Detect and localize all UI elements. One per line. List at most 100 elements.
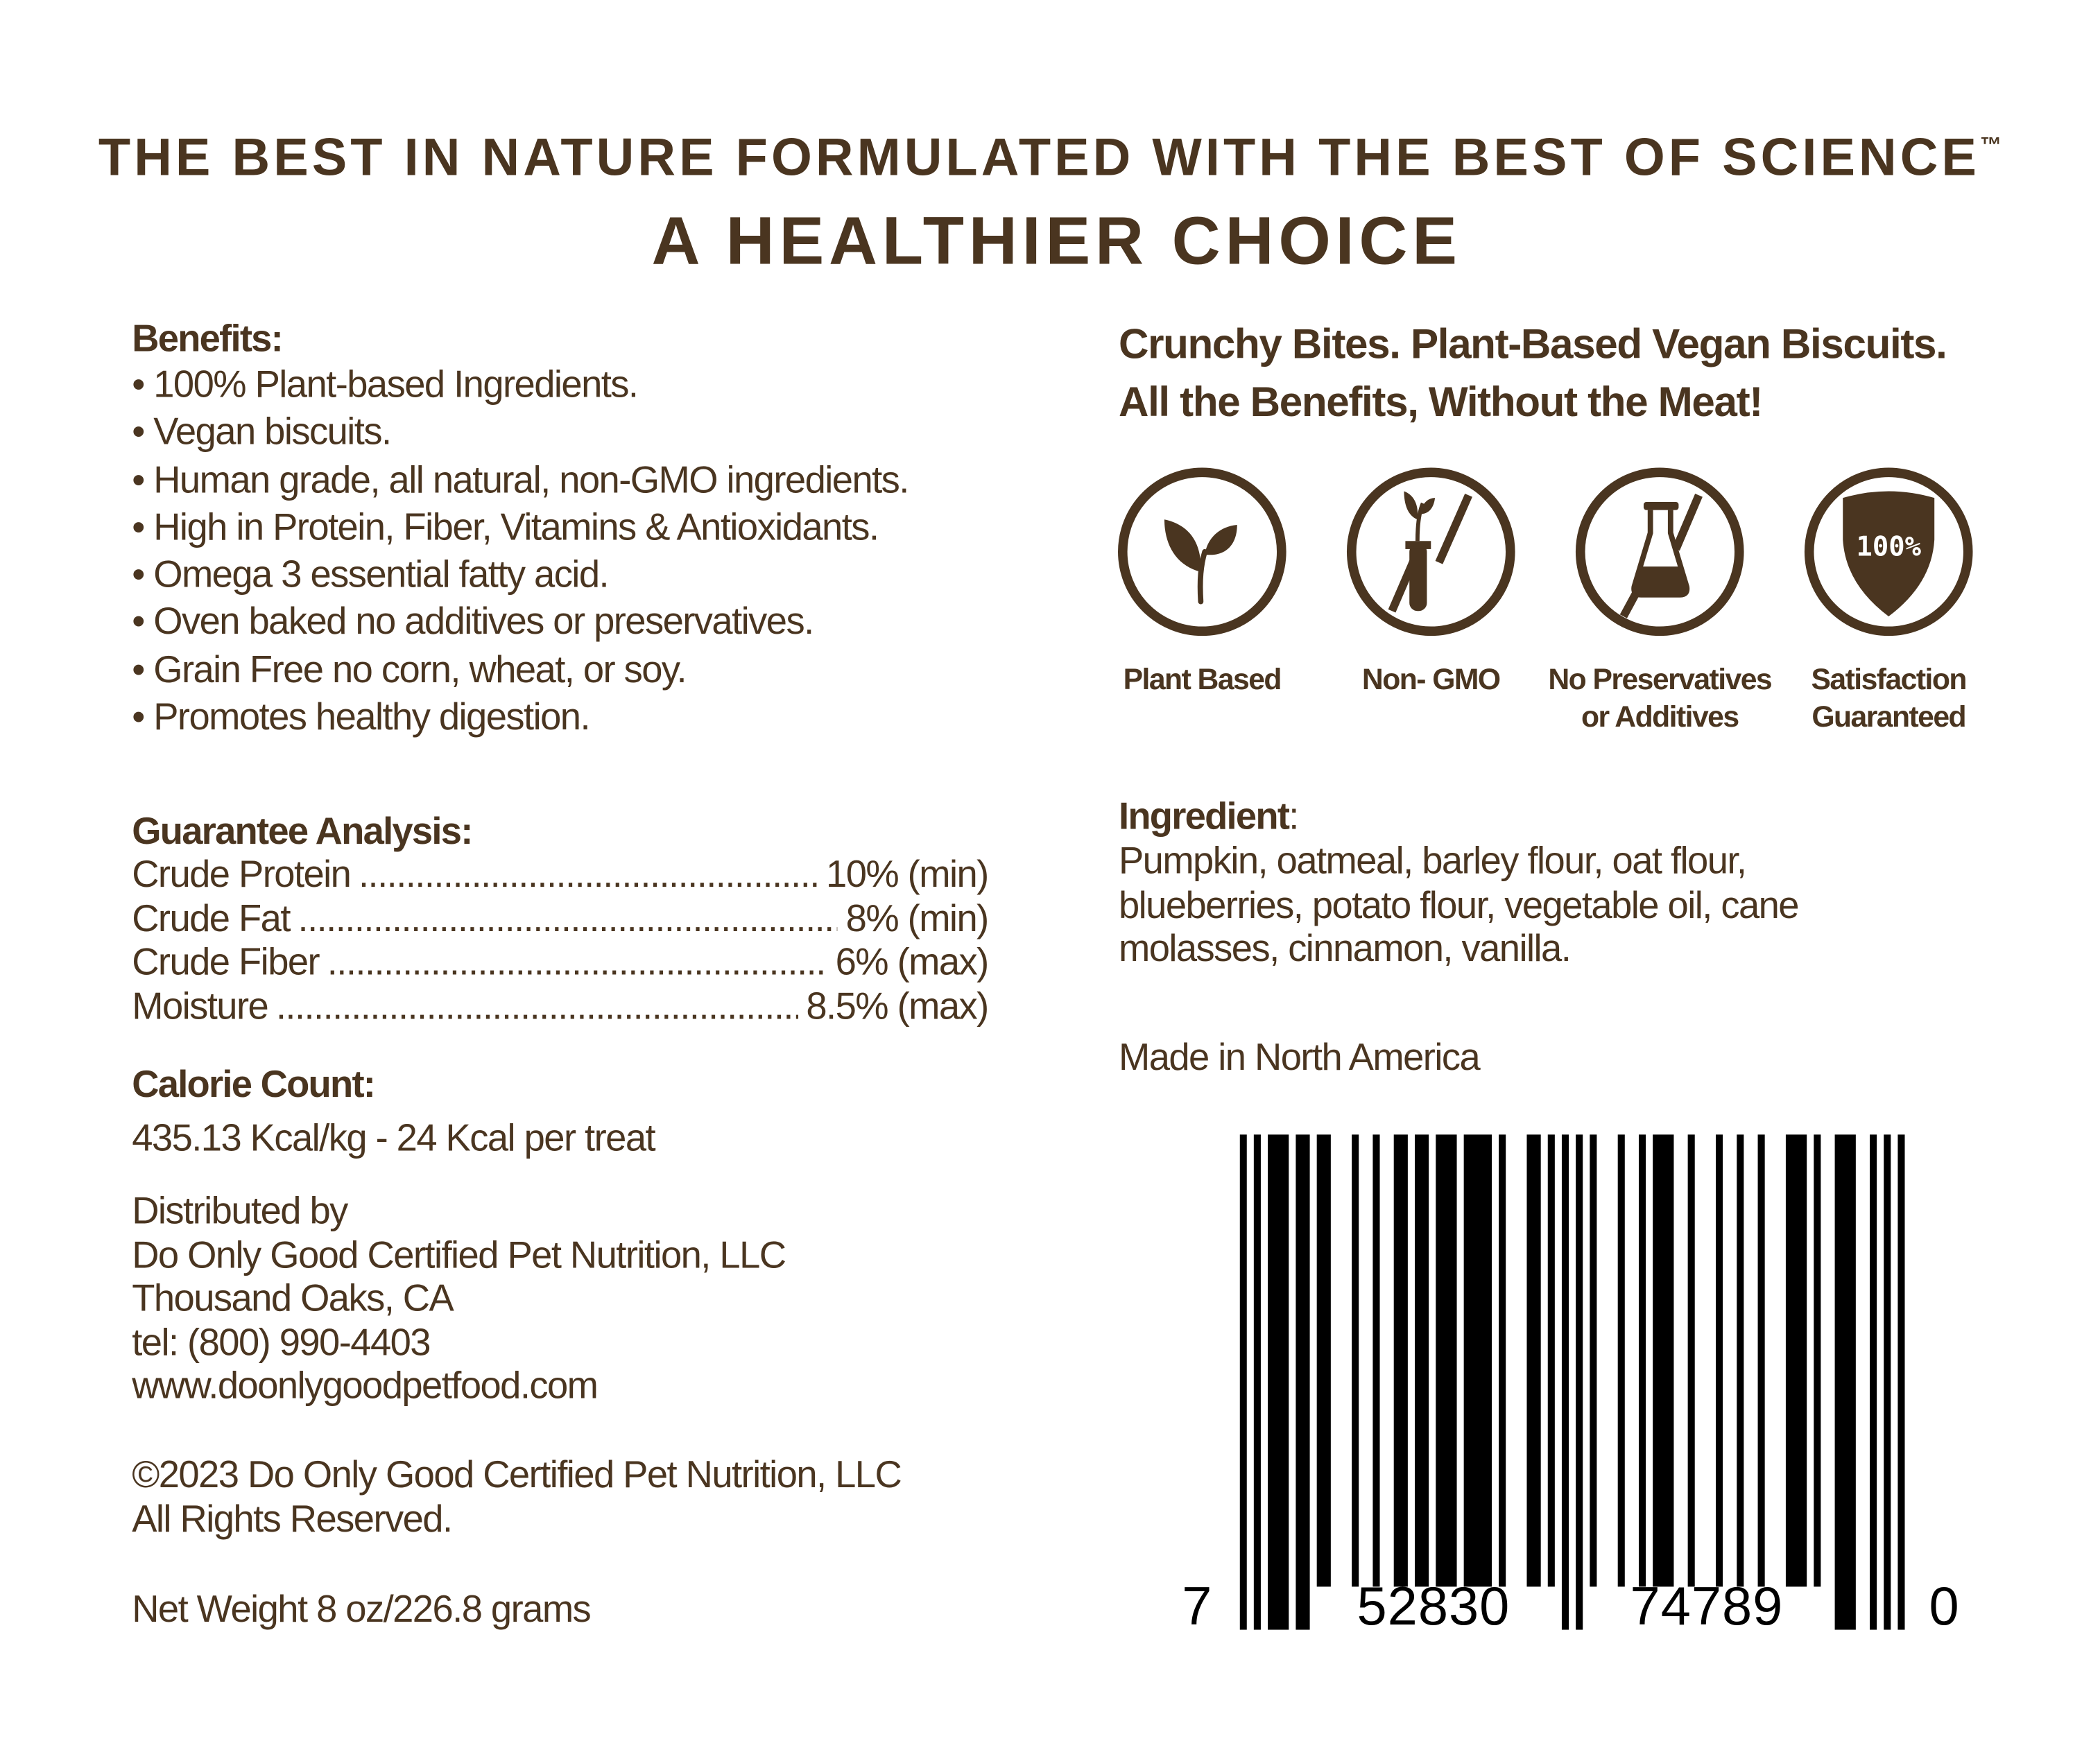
analysis-row: Crude Fat...............................… <box>132 896 990 941</box>
headline: A HEALTHIER CHOICE <box>651 203 1462 279</box>
barcode-bar <box>1590 1134 1597 1587</box>
shield-icon: 100% <box>1804 467 1973 636</box>
barcode-bar <box>1757 1134 1765 1587</box>
barcode-digit-first: 7 <box>1182 1577 1212 1637</box>
product-description: Crunchy Bites. Plant-Based Vegan Biscuit… <box>1119 315 1947 431</box>
badge-plant-based: Plant Based <box>1087 466 1316 699</box>
analysis-value: 8% (min) <box>845 896 990 939</box>
copyright-line: All Rights Reserved. <box>132 1497 453 1539</box>
distributor-label: Distributed by <box>132 1189 348 1232</box>
no-flask-icon <box>1575 467 1744 636</box>
benefit-item: • Grain Free no corn, wheat, or soy. <box>132 648 687 691</box>
barcode-digits-left: 52830 <box>1357 1577 1511 1637</box>
barcode-bar <box>1414 1134 1429 1587</box>
barcode-bar <box>1617 1134 1625 1587</box>
barcode-bar <box>1561 1134 1569 1630</box>
distributor-info: Distributed by Do Only Good Certified Pe… <box>132 1189 786 1408</box>
barcode-bar <box>1526 1134 1541 1587</box>
badge-no-preservatives: No Preservatives or Additives <box>1545 466 1774 736</box>
barcode-bar <box>1316 1134 1331 1587</box>
ingredients-line: blueberries, potato flour, vegetable oil… <box>1118 883 1800 926</box>
analysis-row: Crude Protein...........................… <box>132 853 989 897</box>
barcode-bar <box>1884 1134 1891 1630</box>
analysis-value: 10% (min) <box>826 853 989 895</box>
barcode-bar <box>1653 1134 1674 1587</box>
badge-label: No Preservatives <box>1548 661 1772 696</box>
sprout-icon <box>1118 467 1286 636</box>
barcode-bar <box>1268 1134 1289 1630</box>
barcode-bar <box>1576 1134 1583 1630</box>
barcode-bar <box>1737 1134 1744 1587</box>
barcode-digits-right: 74789 <box>1630 1577 1784 1637</box>
product-line-1: Crunchy Bites. Plant-Based Vegan Biscuit… <box>1118 320 1947 367</box>
benefit-item: • Oven baked no additives or preservativ… <box>132 600 814 643</box>
barcode-bar <box>1785 1134 1807 1587</box>
calorie-count: Calorie Count: 435.13 Kcal/kg - 24 Kcal … <box>132 1063 655 1161</box>
analysis-name: Moisture <box>132 984 269 1027</box>
badge-label: Satisfaction <box>1811 661 1967 696</box>
benefits-section: Benefits: • 100% Plant-based Ingredients… <box>132 318 909 740</box>
badge-label: Guaranteed <box>1811 700 1966 734</box>
ingredients-colon: : <box>1289 795 1299 838</box>
benefit-item: • 100% Plant-based Ingredients. <box>132 363 639 406</box>
copyright-line: ©2023 Do Only Good Certified Pet Nutriti… <box>132 1453 902 1496</box>
barcode-bar <box>1372 1134 1380 1587</box>
benefit-item: • Omega 3 essential fatty acid. <box>132 553 609 596</box>
analysis-row: Crude Fiber.............................… <box>132 940 990 985</box>
badge-satisfaction: 100% Satisfaction Guaranteed <box>1774 466 2003 736</box>
barcode-bar <box>1715 1134 1723 1587</box>
benefit-item: • High in Protein, Fiber, Vitamins & Ant… <box>132 505 879 548</box>
copyright: ©2023 Do Only Good Certified Pet Nutriti… <box>132 1453 902 1541</box>
badge-label: Non- GMO <box>1361 661 1501 696</box>
benefits-heading: Benefits: <box>132 318 284 360</box>
analysis-name: Crude Fat <box>132 896 291 939</box>
analysis-name: Crude Protein <box>132 853 352 895</box>
barcode-bar <box>1814 1134 1821 1587</box>
benefit-item: • Human grade, all natural, non-GMO ingr… <box>132 458 909 501</box>
barcode-bar <box>1547 1134 1555 1587</box>
barcode-bar <box>1239 1134 1247 1630</box>
benefit-item: • Vegan biscuits. <box>132 410 392 453</box>
upc-barcode <box>1239 1134 1905 1630</box>
barcode-bar <box>1253 1134 1261 1630</box>
badge-label: Plant Based <box>1123 661 1282 696</box>
ingredients-heading: Ingredient <box>1118 795 1290 838</box>
ingredients: Ingredient: Pumpkin, oatmeal, barley flo… <box>1118 794 1800 971</box>
badge-label: or Additives <box>1581 700 1739 734</box>
barcode-bar <box>1897 1134 1905 1630</box>
barcode-bar <box>1352 1134 1359 1587</box>
guarantee-analysis: Guarantee Analysis: Crude Protein.......… <box>132 810 990 1028</box>
barcode-bar <box>1296 1134 1310 1630</box>
distributor-name: Do Only Good Certified Pet Nutrition, LL… <box>132 1233 786 1276</box>
analysis-value: 6% (max) <box>835 940 990 982</box>
barcode-bar <box>1499 1134 1506 1587</box>
barcode-bar <box>1870 1134 1877 1630</box>
badge-non-gmo: Non- GMO <box>1316 466 1545 699</box>
no-gmo-test-tube-icon <box>1346 467 1515 636</box>
barcode-digit-last: 0 <box>1929 1577 1959 1637</box>
barcode-bar <box>1687 1134 1695 1587</box>
distributor-phone: tel: (800) 990-4403 <box>132 1321 431 1363</box>
barcode-bar <box>1834 1134 1856 1630</box>
analysis-value: 8.5% (max) <box>806 984 989 1027</box>
ingredients-line: Pumpkin, oatmeal, barley flour, oat flou… <box>1118 840 1747 882</box>
distributor-address: Thousand Oaks, CA <box>132 1277 454 1319</box>
barcode-bar <box>1463 1134 1492 1587</box>
analysis-row: Moisture................................… <box>132 984 989 1028</box>
calorie-heading: Calorie Count: <box>132 1063 376 1105</box>
barcode-bar <box>1393 1134 1408 1587</box>
product-line-2: All the Benefits, Without the Meat! <box>1118 378 1763 426</box>
ingredients-line: molasses, cinnamon, vanilla. <box>1118 927 1572 969</box>
shield-text: 100% <box>1856 532 1921 563</box>
origin: Made in North America <box>1118 1036 1481 1078</box>
net-weight: Net Weight 8 oz/226.8 grams <box>132 1588 591 1630</box>
barcode-bar <box>1638 1134 1646 1587</box>
guarantee-heading: Guarantee Analysis: <box>132 810 473 852</box>
tagline: THE BEST IN NATURE FORMULATED WITH THE B… <box>98 129 2002 187</box>
analysis-name: Crude Fiber <box>132 940 320 982</box>
benefit-item: • Promotes healthy digestion. <box>132 695 590 738</box>
barcode-bar <box>1436 1134 1457 1587</box>
calorie-value: 435.13 Kcal/kg - 24 Kcal per treat <box>132 1117 655 1159</box>
distributor-website[interactable]: www.doonlygoodpetfood.com <box>132 1365 599 1407</box>
